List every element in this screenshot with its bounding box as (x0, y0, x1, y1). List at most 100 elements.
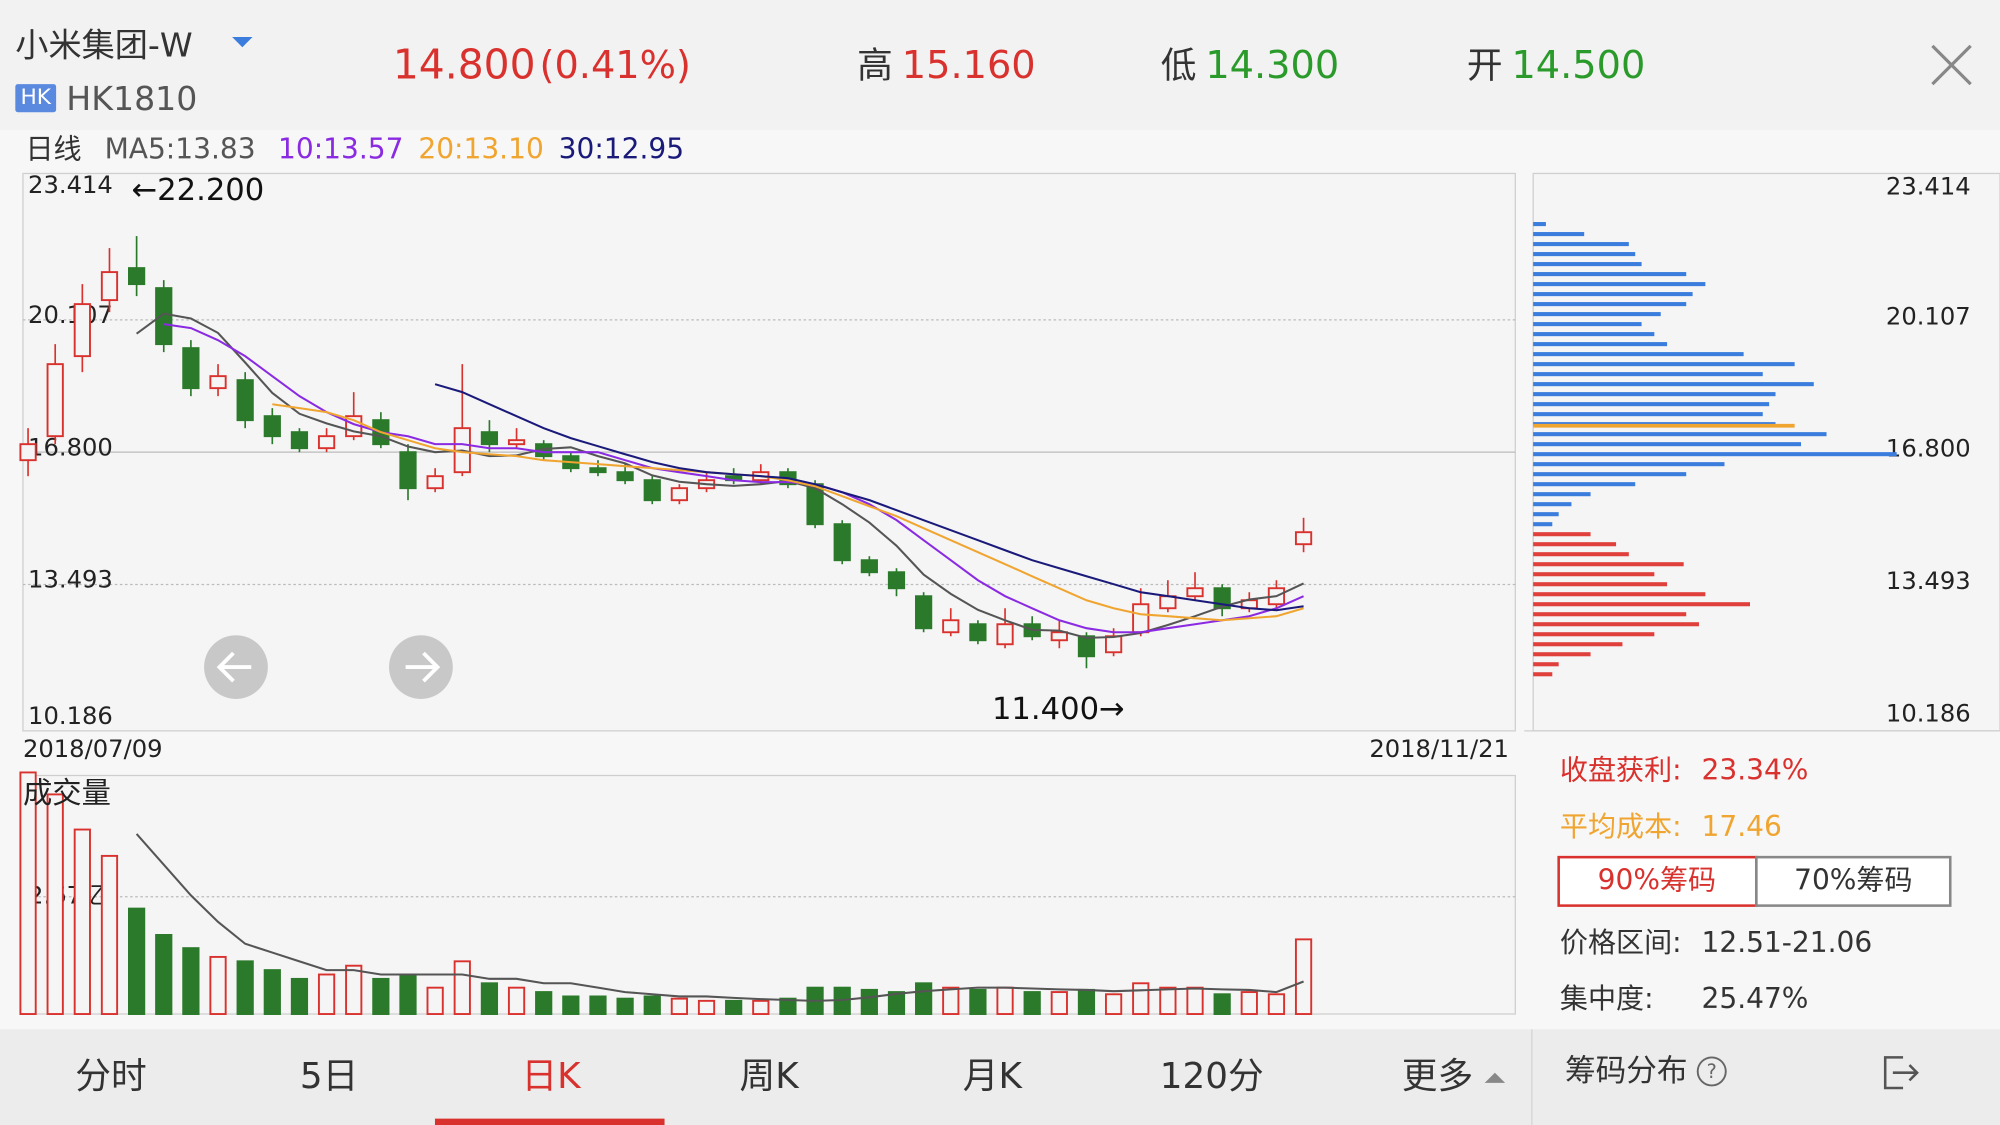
chip-bar (1533, 602, 1750, 607)
candle-body (399, 451, 417, 490)
chip-bar (1533, 542, 1617, 547)
volume-bar (562, 995, 580, 1015)
volume-bar (697, 999, 716, 1015)
chip-footer[interactable]: 筹码分布 (1565, 1054, 1687, 1089)
chip-bar (1533, 312, 1661, 317)
candle-body (1294, 531, 1313, 546)
stock-code: HK1810 (66, 79, 197, 118)
candle-body (996, 623, 1014, 646)
volume-bar (1159, 986, 1177, 1015)
y-tick-label: 23.414 (1886, 172, 1971, 200)
ma-line (136, 312, 1305, 639)
volume-ma-line (135, 833, 1304, 1002)
candle-body (100, 271, 119, 302)
tab[interactable]: 周K (740, 1056, 801, 1097)
stock-name[interactable]: 小米集团-W (15, 26, 192, 65)
stat-label: 集中度: (1560, 982, 1654, 1015)
chip-button[interactable] (1755, 855, 1952, 907)
volume-bar (860, 988, 878, 1015)
volume-bar (1104, 993, 1123, 1015)
candle-body (426, 475, 444, 490)
ma-line (163, 323, 1304, 634)
volume-bar (1213, 993, 1231, 1015)
chip-bar (1533, 672, 1553, 677)
chip-bar (1533, 342, 1668, 347)
volume-bar (887, 991, 906, 1015)
chip-bar (1533, 292, 1693, 297)
volume-bar (589, 995, 607, 1015)
tab[interactable]: 日K (521, 1056, 582, 1097)
candle-body (915, 595, 933, 630)
volume-bar (426, 986, 444, 1015)
help-icon[interactable] (1696, 1056, 1727, 1087)
stat-label: 价格区间: (1560, 926, 1682, 959)
ma-line (434, 383, 1304, 612)
stat-label: 平均成本: (1560, 810, 1682, 843)
chip-bar (1533, 222, 1546, 227)
more-icon (1484, 1072, 1506, 1083)
volume-bar (643, 995, 661, 1015)
legend-entry: 30:12.95 (559, 133, 684, 166)
tab[interactable]: 120分 (1160, 1056, 1264, 1097)
tab-bar (0, 1029, 2000, 1125)
volume-bar (1023, 991, 1041, 1015)
open: 14.500 (1511, 43, 1645, 88)
volume-bar (263, 969, 281, 1015)
chip-button-active[interactable] (1557, 855, 1758, 907)
volume-bar (236, 960, 254, 1015)
chip-bar (1533, 282, 1706, 287)
volume-bar (399, 973, 417, 1015)
volume-bar (19, 771, 37, 1015)
volume-bar (1050, 991, 1068, 1015)
volume-bar (752, 999, 770, 1015)
legend-entry: 10:13.57 (278, 133, 403, 166)
close-button[interactable] (1931, 44, 1972, 86)
chip-bar (1533, 412, 1763, 417)
chip-bar (1533, 352, 1744, 357)
stat-value: 25.47% (1702, 982, 1809, 1015)
volume-bar (725, 999, 743, 1015)
export-icon[interactable] (1883, 1056, 1919, 1090)
chip-button-label[interactable]: 90%筹码 (1598, 863, 1716, 896)
volume-bar (182, 947, 200, 1015)
chip-bar (1533, 502, 1572, 507)
candle-body (46, 363, 64, 438)
panel-title: 成交量 (23, 776, 111, 810)
stat-value: 12.51-21.06 (1702, 926, 1873, 959)
stat-label: 收盘获利: (1560, 754, 1682, 787)
volume-bar (535, 991, 553, 1015)
y-tick-label: 20.107 (1886, 302, 1971, 330)
tab[interactable]: 分时 (75, 1056, 146, 1097)
volume-bar (128, 907, 146, 1015)
chip-bar (1533, 492, 1591, 497)
chip-bar (1533, 362, 1795, 367)
tab[interactable]: 5日 (300, 1056, 358, 1097)
chip-bar (1533, 652, 1591, 657)
x-tick-label: 2018/11/21 (1369, 735, 1509, 763)
candle-body (19, 443, 37, 462)
chip-bar (1533, 442, 1802, 447)
tab[interactable]: 月K (963, 1056, 1024, 1097)
ma-line (272, 403, 1304, 622)
legend-entry: 20:13.10 (418, 133, 543, 166)
y-tick-label: 20.107 (28, 301, 113, 329)
volume-bar (372, 977, 390, 1015)
volume-bar (209, 955, 227, 1015)
chip-bar (1533, 452, 1897, 457)
volume-bar (46, 793, 64, 1015)
chip-button-label[interactable]: 70%筹码 (1794, 863, 1912, 896)
volume-bar (317, 973, 336, 1015)
volume-bar (942, 986, 960, 1015)
chip-bar (1533, 392, 1776, 397)
market: HK (20, 85, 51, 110)
volume-bar (507, 986, 526, 1015)
market-badge (15, 84, 57, 113)
chip-bar (1533, 482, 1636, 487)
volume-bar (1132, 982, 1150, 1015)
volume-bar (1267, 993, 1286, 1015)
tab[interactable]: 更多 (1402, 1056, 1473, 1097)
volume-bar (155, 934, 173, 1015)
chip-bar (1533, 612, 1687, 617)
dropdown-icon[interactable] (232, 36, 253, 48)
